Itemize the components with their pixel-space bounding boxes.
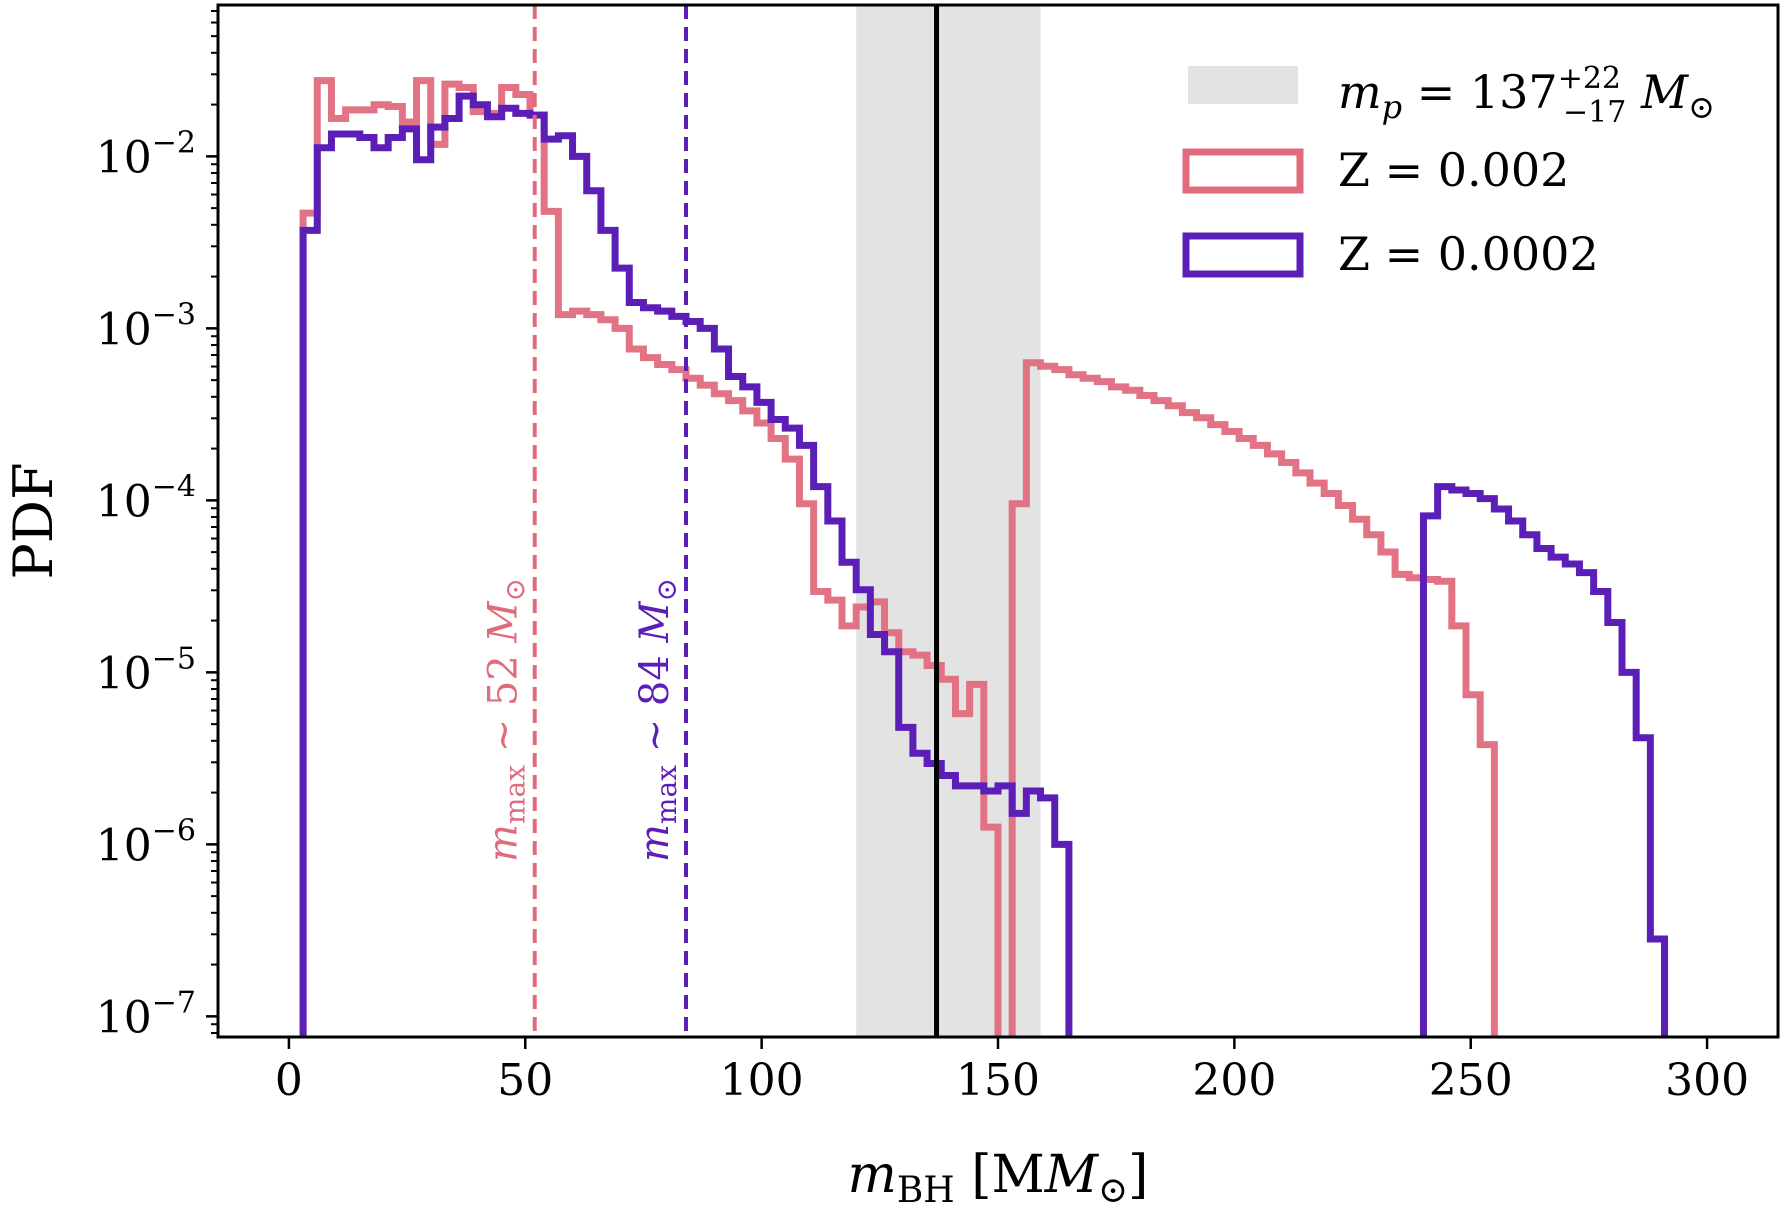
x-tick-label: 100 xyxy=(720,1055,804,1106)
y-tick-label: 10−6 xyxy=(96,813,196,871)
y-tick-label: 10−5 xyxy=(96,641,196,699)
x-tick-label: 50 xyxy=(497,1055,553,1106)
x-tick-label: 150 xyxy=(956,1055,1040,1106)
y-tick-label: 10−2 xyxy=(96,125,196,183)
x-tick-label: 250 xyxy=(1429,1055,1513,1106)
y-tick-label: 10−7 xyxy=(96,985,196,1043)
axis-labels: mBH [MM⊙] PDF xyxy=(2,462,1149,1211)
legend-band-label: mp = 137+22 −17 M⊙ xyxy=(1338,61,1715,130)
legend-label-1: Z = 0.0002 xyxy=(1338,227,1599,281)
x-tick-label: 0 xyxy=(275,1055,303,1106)
legend-band-swatch xyxy=(1188,66,1298,104)
vline-layer: mmax ~ 52 M⊙ mmax ~ 84 M⊙ xyxy=(481,5,940,1037)
y-axis-label: PDF xyxy=(2,462,65,579)
x-tick-label: 200 xyxy=(1192,1055,1276,1106)
legend: mp = 137+22 −17 M⊙ Z = 0.002 Z = 0.0002 xyxy=(1182,61,1715,281)
y-tick-label: 10−3 xyxy=(96,297,196,355)
legend-swatch-0 xyxy=(1182,148,1304,194)
axis-layer: 0 50 100 150 200 250 300 10−7 10−6 10−5 10−4 10−3 10… xyxy=(96,10,1749,1106)
series-step-high-mass xyxy=(1419,483,1669,1037)
legend-label-0: Z = 0.002 xyxy=(1338,143,1569,197)
legend-swatch-1 xyxy=(1182,232,1304,278)
x-axis-label: mBH [MM⊙] xyxy=(848,1145,1149,1206)
mmax-label-0: mmax ~ 52 M⊙ xyxy=(481,578,532,862)
x-tick-label: 300 xyxy=(1665,1055,1749,1106)
y-tick-label: 10−4 xyxy=(96,469,196,527)
mmax-label-1: mmax ~ 84 M⊙ xyxy=(632,578,683,862)
